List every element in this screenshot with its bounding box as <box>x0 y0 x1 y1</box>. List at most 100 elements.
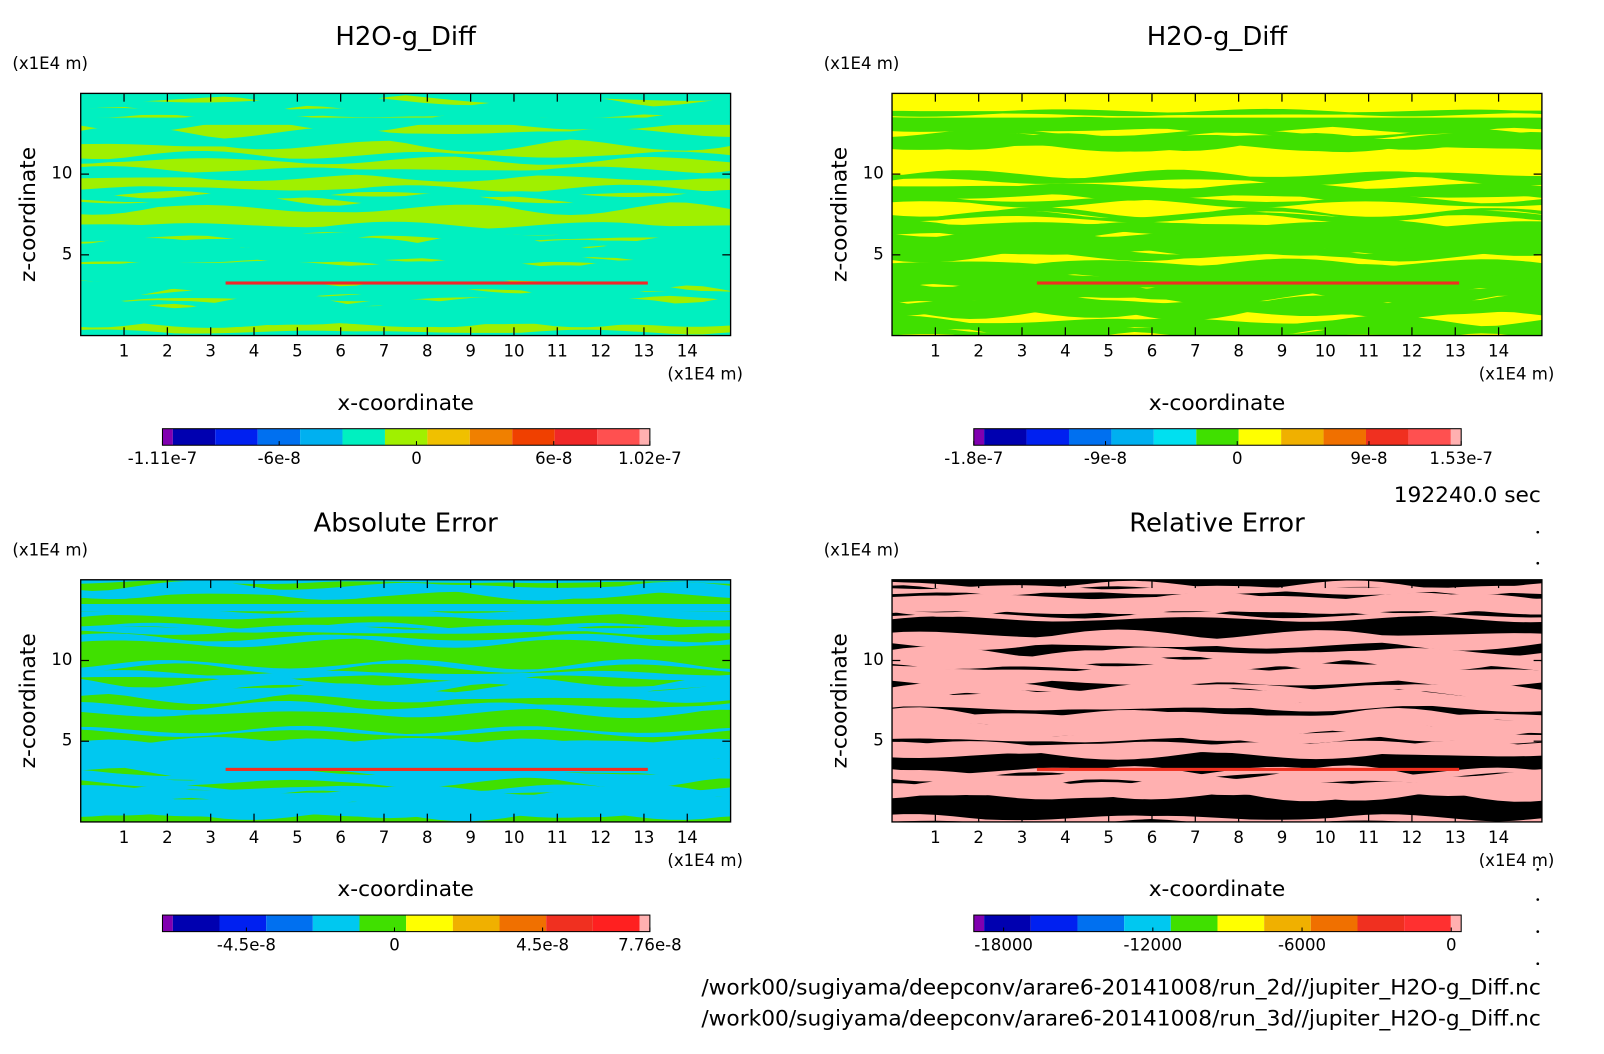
x-tick-label: 12 <box>1401 342 1422 361</box>
x-tick-label: 6 <box>335 828 346 847</box>
contour-band <box>80 725 731 738</box>
x-tick-label: 10 <box>1315 828 1336 847</box>
contour-band <box>80 150 731 165</box>
x-tick-label: 5 <box>1103 828 1114 847</box>
colorbar-swatch <box>300 428 343 446</box>
x-tick-label: 5 <box>1103 342 1114 361</box>
x-tick-label: 2 <box>162 342 173 361</box>
x-tick-label: 7 <box>379 342 390 361</box>
x-tick-label: 8 <box>1233 828 1244 847</box>
colorbar-swatch <box>1264 915 1311 932</box>
colorbar-swatch <box>1068 428 1112 446</box>
x-tick-label: 14 <box>1488 342 1509 361</box>
contour-field <box>892 93 1542 336</box>
contour-band <box>225 281 648 285</box>
colorbar-swatch <box>592 915 640 932</box>
x-unit: (x1E4 m) <box>667 364 743 383</box>
colorbar-swatch <box>452 915 500 932</box>
contour-band <box>80 622 731 634</box>
contour-band <box>892 650 1542 671</box>
colorbar-tick-label: -1.11e-7 <box>128 449 198 468</box>
y-unit: (x1E4 m) <box>12 540 88 559</box>
x-tick-label: 13 <box>1445 342 1466 361</box>
x-tick-label: 10 <box>503 342 524 361</box>
contour-band <box>892 128 1542 141</box>
colorbar-swatch <box>1077 915 1125 932</box>
contour-band <box>892 629 1542 651</box>
x-tick-label: 8 <box>422 828 433 847</box>
colorbar-tick-label: 0 <box>1446 936 1457 955</box>
contour-band <box>80 298 731 316</box>
contour-band <box>892 778 1542 801</box>
colorbar-swatch <box>1196 428 1239 446</box>
colorbar-frame <box>973 914 1462 933</box>
x-axis-label: x-coordinate <box>337 877 474 902</box>
colorbar-frame <box>161 914 651 933</box>
x-tick-label: 11 <box>1358 342 1379 361</box>
panel: H2O-g_Diff (x1E4 m) (x1E4 m) x-coordinate z-… <box>12 22 743 468</box>
x-tick-label: 3 <box>1017 828 1028 847</box>
panel-title: H2O-g_Diff <box>1147 22 1289 52</box>
contour-band <box>80 313 731 328</box>
colorbar-swatch <box>359 915 407 932</box>
plot-frame <box>891 92 1543 337</box>
colorbar-tick-label: -12000 <box>1124 936 1183 955</box>
colorbar-swatch <box>1450 915 1462 932</box>
contour-band <box>892 668 1542 680</box>
colorbar-swatch <box>1111 428 1154 446</box>
colorbar-tick-label: 9e-8 <box>1350 449 1387 468</box>
colorbar-swatch <box>1310 915 1358 932</box>
y-tick-label: 10 <box>51 650 72 669</box>
x-unit: (x1E4 m) <box>1479 851 1555 870</box>
x-tick-label: 4 <box>249 828 260 847</box>
x-unit: (x1E4 m) <box>667 851 743 870</box>
contour-band <box>80 670 731 681</box>
colorbar-frame <box>973 428 1462 446</box>
contour-band <box>892 612 1542 623</box>
x-tick-label: 5 <box>292 342 303 361</box>
colorbar-swatch <box>554 428 598 446</box>
colorbar-tick-label: 1.02e-7 <box>618 449 682 468</box>
x-tick-label: 7 <box>1190 342 1201 361</box>
contour-band <box>892 580 1542 596</box>
x-tick-label: 3 <box>205 342 216 361</box>
colorbar-swatch <box>219 915 267 932</box>
colorbar-swatch <box>639 915 650 932</box>
x-tick-label: 3 <box>205 828 216 847</box>
y-axis-label: z-coordinate <box>16 147 41 282</box>
colorbar-swatch <box>312 915 360 932</box>
colorbar-swatch <box>984 428 1027 446</box>
colorbar-tick-label: 6e-8 <box>535 449 572 468</box>
x-tick-label: 1 <box>119 342 130 361</box>
y-axis-label: z-coordinate <box>16 633 41 768</box>
colorbar-swatch <box>1323 428 1366 446</box>
contour-band <box>892 603 1542 612</box>
x-tick-label: 8 <box>422 342 433 361</box>
y-unit: (x1E4 m) <box>824 540 900 559</box>
colorbar-swatch <box>342 428 385 446</box>
contour-band <box>80 329 731 336</box>
contour-band <box>80 739 731 760</box>
panel: Absolute Error (x1E4 m) (x1E4 m) x-coordina… <box>12 508 743 954</box>
x-tick-label: 9 <box>1277 342 1288 361</box>
x-tick-label: 14 <box>677 828 698 847</box>
contour-band <box>80 659 731 674</box>
panel-title: Absolute Error <box>314 508 499 538</box>
contour-band <box>892 243 1542 263</box>
x-tick-label: 7 <box>379 828 390 847</box>
contour-band <box>80 579 731 585</box>
plot-frame <box>80 92 732 337</box>
contour-band <box>80 273 731 299</box>
colorbar-swatch <box>1217 915 1265 932</box>
x-tick-label: 4 <box>249 342 260 361</box>
colorbar-swatch <box>172 915 220 932</box>
x-tick-label: 13 <box>633 342 654 361</box>
x-tick-label: 14 <box>677 342 698 361</box>
colorbar-swatch <box>1026 428 1069 446</box>
contour-band <box>892 585 1542 595</box>
dots <box>1536 530 1540 966</box>
contour-band <box>80 126 731 152</box>
file-path: /work00/sugiyama/deepconv/arare6-2014100… <box>701 976 1541 1001</box>
x-tick-label: 11 <box>1358 828 1379 847</box>
x-tick-label: 11 <box>547 342 568 361</box>
